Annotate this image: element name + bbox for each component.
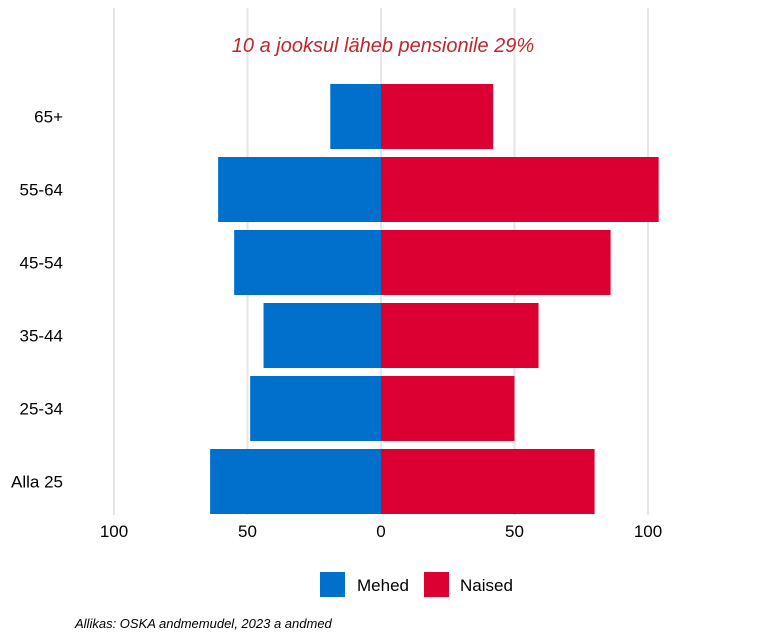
bar-naised-2	[381, 230, 611, 295]
x-tick-label-4: 100	[634, 522, 662, 541]
category-label-3: 35-44	[20, 327, 63, 346]
bar-mehed-1	[218, 157, 381, 222]
bar-naised-3	[381, 303, 539, 368]
bar-naised-4	[381, 376, 515, 441]
bar-mehed-4	[250, 376, 381, 441]
bar-naised-0	[381, 84, 494, 149]
bar-naised-5	[381, 449, 595, 514]
category-label-5: Alla 25	[11, 473, 63, 492]
chart-title: 10 a jooksul läheb pensionile 29%	[232, 35, 534, 57]
category-label-2: 45-54	[20, 254, 63, 273]
bar-naised-1	[381, 157, 659, 222]
category-label-1: 55-64	[20, 181, 63, 200]
legend-swatch-mehed	[320, 572, 345, 597]
legend-label-naised: Naised	[460, 576, 513, 595]
bar-mehed-2	[234, 230, 381, 295]
category-label-4: 25-34	[20, 400, 63, 419]
category-labels: 65+ 55-64 45-54 35-44 25-34 Alla 25	[11, 108, 63, 492]
x-tick-label-0: 100	[100, 522, 128, 541]
bar-mehed-3	[263, 303, 381, 368]
bar-mehed-0	[330, 84, 381, 149]
x-tick-label-2: 0	[376, 522, 385, 541]
bars	[210, 84, 659, 514]
legend-swatch-naised	[424, 572, 449, 597]
source-note: Allikas: OSKA andmemudel, 2023 a andmed	[75, 616, 332, 631]
category-label-0: 65+	[34, 108, 63, 127]
legend-label-mehed: Mehed	[357, 576, 409, 595]
legend: Mehed Naised	[320, 572, 513, 597]
x-tick-label-1: 50	[238, 522, 257, 541]
x-tick-labels: 100 50 0 50 100	[100, 522, 662, 541]
x-tick-label-3: 50	[505, 522, 524, 541]
bar-mehed-5	[210, 449, 381, 514]
